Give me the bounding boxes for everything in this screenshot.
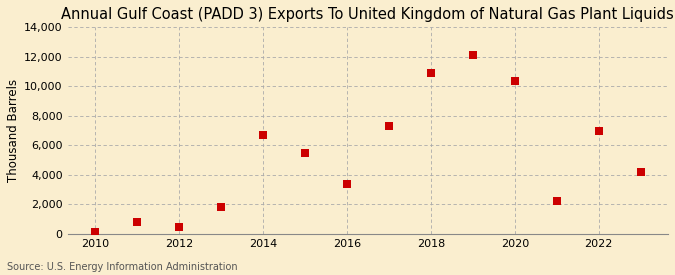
Point — [510, 79, 520, 83]
Point — [300, 151, 310, 156]
Point — [593, 129, 604, 134]
Point — [635, 170, 646, 174]
Text: Source: U.S. Energy Information Administration: Source: U.S. Energy Information Administ… — [7, 262, 238, 272]
Point — [257, 133, 268, 137]
Point — [342, 182, 352, 187]
Point — [173, 224, 184, 229]
Point — [132, 220, 142, 224]
Point — [90, 230, 101, 235]
Point — [551, 199, 562, 204]
Y-axis label: Thousand Barrels: Thousand Barrels — [7, 79, 20, 182]
Point — [425, 71, 436, 75]
Title: Annual Gulf Coast (PADD 3) Exports To United Kingdom of Natural Gas Plant Liquid: Annual Gulf Coast (PADD 3) Exports To Un… — [61, 7, 674, 22]
Point — [383, 124, 394, 128]
Point — [215, 204, 226, 209]
Point — [467, 53, 478, 57]
